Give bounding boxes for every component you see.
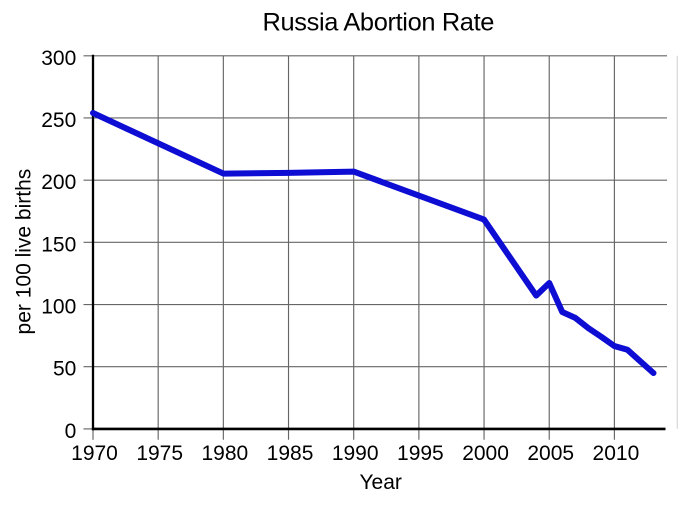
svg-text:2000: 2000 [462,442,509,465]
svg-text:200: 200 [41,171,76,194]
svg-text:250: 250 [41,109,76,132]
svg-text:2005: 2005 [527,442,574,465]
svg-text:150: 150 [41,233,76,256]
svg-text:0: 0 [65,420,77,443]
svg-text:100: 100 [41,296,76,319]
svg-text:1985: 1985 [267,442,314,465]
svg-text:50: 50 [53,358,76,381]
svg-text:Year: Year [359,471,401,494]
svg-text:1980: 1980 [201,442,248,465]
svg-text:Russia Abortion Rate: Russia Abortion Rate [263,9,495,37]
svg-text:1975: 1975 [136,442,183,465]
svg-text:1995: 1995 [397,442,444,465]
svg-text:2010: 2010 [593,442,640,465]
svg-text:1970: 1970 [71,442,118,465]
svg-text:300: 300 [41,47,76,70]
svg-text:1990: 1990 [332,442,379,465]
svg-text:per 100 live births: per 100 live births [12,169,35,335]
